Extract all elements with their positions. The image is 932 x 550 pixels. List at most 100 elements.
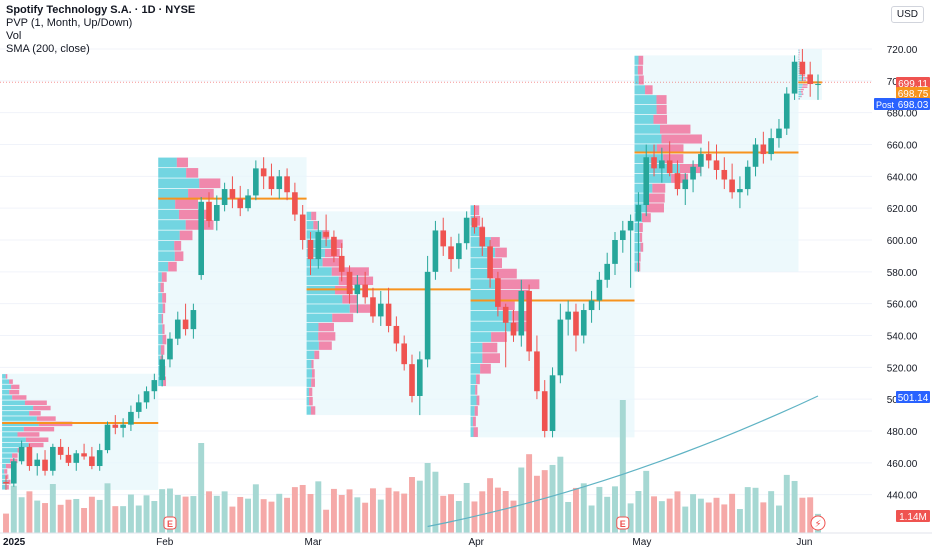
volume-bar: [159, 489, 166, 533]
profile-bar-up: [798, 49, 800, 51]
profile-bar-down: [637, 65, 643, 75]
candle-body: [487, 246, 493, 279]
profile-bar-down: [23, 426, 55, 432]
candle-body: [463, 217, 470, 244]
profile-bar-up: [306, 332, 319, 341]
profile-bar-down: [313, 221, 318, 230]
candle-body: [612, 240, 618, 264]
candle-body: [57, 446, 64, 455]
volume-bar: [10, 485, 17, 533]
candle-body: [135, 402, 142, 412]
candle-body: [713, 160, 720, 170]
profile-bar-up: [158, 251, 175, 262]
volume-bar: [65, 499, 72, 533]
time-axis[interactable]: 2025 Feb Mar Apr May Jun: [0, 532, 932, 550]
profile-bar-down: [29, 411, 41, 416]
profile-bar-up: [634, 232, 640, 242]
price-tick-label: 480.00: [887, 427, 918, 438]
profile-bar-up: [470, 406, 475, 416]
time-tick-label: Feb: [156, 537, 174, 548]
candle-body: [776, 128, 782, 139]
candle-body: [526, 290, 532, 352]
profile-bar-down: [661, 134, 702, 144]
volume-bar: [479, 491, 486, 533]
volume-bar: [799, 497, 806, 533]
candle-body: [752, 144, 759, 167]
candle-body: [682, 179, 689, 190]
lightning-icon[interactable]: [810, 515, 826, 531]
profile-bar-down: [11, 384, 20, 390]
candle-body: [167, 338, 173, 360]
price-tick-label: 580.00: [887, 268, 918, 279]
volume-bar: [166, 488, 173, 533]
earnings-markers[interactable]: E E ⚡: [163, 515, 826, 531]
volume-bar: [268, 501, 275, 533]
candle-body: [206, 201, 212, 221]
candle-body: [479, 227, 486, 247]
candle-body: [588, 300, 595, 311]
candle-body: [315, 232, 322, 260]
profile-bar-up: [798, 77, 805, 79]
profile-bar-down: [491, 332, 507, 342]
price-tick-label: 680.00: [887, 109, 918, 120]
profile-bar-down: [482, 353, 500, 364]
profile-bar-up: [2, 389, 10, 395]
volume-bar: [42, 503, 49, 533]
profile-bar-down: [309, 387, 313, 397]
profile-bar-down: [160, 282, 164, 293]
profile-bar-up: [470, 205, 475, 216]
price-tick-label: 540.00: [887, 332, 918, 343]
volume-bar: [49, 484, 56, 533]
volume-bar: [775, 505, 782, 533]
symbol-title[interactable]: Spotify Technology S.A. · 1D · NYSE: [6, 4, 196, 16]
candle-body: [565, 311, 571, 320]
earnings-icon[interactable]: [163, 516, 177, 530]
profile-bar-up: [2, 416, 37, 421]
profile-bar-down: [322, 258, 344, 267]
profile-bar-down: [802, 86, 808, 88]
profile-bar-up: [306, 313, 333, 323]
profile-bar-down: [310, 406, 316, 415]
candle-body: [198, 201, 205, 276]
profile-bar-down: [491, 268, 517, 279]
indicator-vol[interactable]: Vol: [6, 30, 22, 42]
indicator-sma[interactable]: SMA (200, close): [6, 43, 90, 55]
profile-bar-up: [158, 376, 164, 387]
profile-bar-down: [174, 240, 182, 251]
price-label-text: 698.03: [898, 100, 929, 111]
profile-bar-up: [2, 463, 6, 469]
earnings-icon[interactable]: [616, 516, 630, 530]
price-label-text: 699.11: [898, 79, 928, 90]
profile-bar-down: [473, 427, 478, 437]
profile-bar-down: [162, 293, 167, 303]
profile-bar-up: [634, 223, 640, 233]
profile-bar-down: [679, 164, 701, 174]
profile-bar-up: [634, 193, 649, 203]
profile-bar-up: [634, 262, 638, 272]
volume-bar: [510, 500, 517, 533]
volume-bar: [57, 504, 64, 533]
profile-bar-up: [634, 144, 657, 154]
price-label-bg: [896, 98, 930, 110]
profile-bar-down: [801, 91, 803, 93]
volume-bar: [229, 506, 236, 533]
volume-bar: [448, 494, 455, 533]
profile-bar-down: [498, 279, 540, 290]
currency-button[interactable]: USD: [890, 6, 924, 23]
profile-bar-up: [158, 282, 161, 293]
profile-bar-up: [470, 342, 483, 353]
profile-bar-up: [306, 341, 319, 350]
profile-bar-down: [162, 334, 167, 345]
indicator-pvp[interactable]: PVP (1, Month, Up/Down): [6, 17, 133, 29]
volume-bar: [549, 464, 556, 533]
profile-bar-down: [645, 85, 653, 95]
profile-bar-down: [800, 95, 802, 98]
profile-bar-up: [306, 258, 323, 267]
profile-bar-up: [2, 405, 34, 411]
profile-bar-up: [2, 395, 13, 400]
volume-bar: [791, 480, 798, 533]
candles: [3, 49, 821, 490]
profile-bar-up: [798, 84, 803, 86]
volume-bar: [221, 491, 228, 533]
